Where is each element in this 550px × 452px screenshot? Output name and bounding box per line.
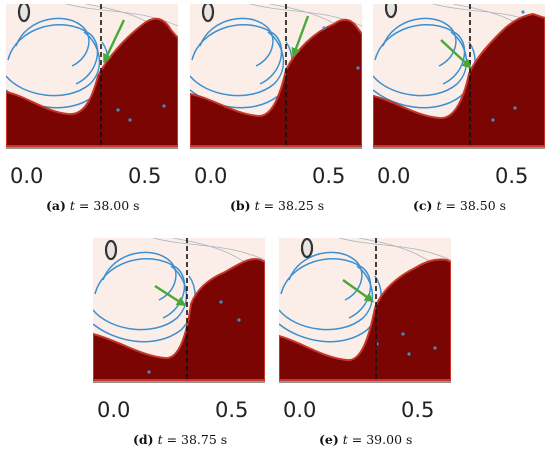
streamline xyxy=(15,17,90,67)
tick-0-5: 0.5 xyxy=(401,398,435,422)
caption-var: t xyxy=(69,198,75,213)
particle-dot xyxy=(356,66,360,70)
streamline xyxy=(191,24,283,85)
caption-var: t xyxy=(342,432,348,447)
particle-dot xyxy=(162,104,166,108)
particle-dot xyxy=(401,332,405,336)
particle-dot xyxy=(521,10,525,14)
tick-0-0: 0.0 xyxy=(10,164,44,188)
solid-region xyxy=(93,258,265,381)
panel-b: 0.0 0.5 (b) t = 38.25 s xyxy=(190,4,362,214)
streamline xyxy=(280,258,372,319)
caption-eq: = xyxy=(162,432,182,447)
particle-dot xyxy=(491,118,495,122)
caption-label: (c) xyxy=(413,198,433,213)
streamline xyxy=(373,41,476,109)
caption-a: (a) t = 38.00 s xyxy=(46,198,140,213)
particle-dot xyxy=(513,106,517,110)
streamline xyxy=(93,265,188,331)
particle-dot xyxy=(116,108,120,112)
tick-0-5: 0.5 xyxy=(215,398,249,422)
caption-label: (e) xyxy=(319,432,339,447)
streamline xyxy=(279,275,382,343)
panel-c: 0.0 0.5 (c) t = 38.50 s xyxy=(373,4,545,214)
streamline xyxy=(102,251,177,301)
caption-eq: = xyxy=(441,198,460,213)
particle-dot xyxy=(433,346,437,350)
tick-0-5: 0.5 xyxy=(495,164,529,188)
particle-dot xyxy=(237,318,241,322)
plot-a xyxy=(6,4,178,149)
vortex-marker xyxy=(104,239,118,261)
particle-dot xyxy=(147,370,151,374)
caption-d: (d) t = 38.75 s xyxy=(133,432,228,447)
caption-var: t xyxy=(436,198,442,213)
streamline xyxy=(199,17,274,67)
plot-e xyxy=(279,238,451,383)
panel-a: 0.0 0.5 (a) t = 38.00 s xyxy=(6,4,178,214)
caption-label: (a) xyxy=(46,198,66,213)
solid-region xyxy=(279,258,451,381)
panel-e: 0.0 0.5 (e) t = 39.00 s xyxy=(279,238,451,448)
caption-label: (b) xyxy=(230,198,251,213)
caption-var: t xyxy=(157,432,163,447)
vortex-marker xyxy=(17,4,31,23)
caption-eq: = xyxy=(74,198,94,213)
plot-b xyxy=(190,4,362,149)
pointer-arrow xyxy=(291,15,310,58)
caption-value: 38.00 s xyxy=(93,198,140,213)
caption-value: 39.00 s xyxy=(366,432,413,447)
vortex-marker xyxy=(300,238,314,259)
pointer-arrow xyxy=(342,279,375,303)
particle-dot xyxy=(219,300,223,304)
caption-eq: = xyxy=(259,198,279,213)
tick-0-5: 0.5 xyxy=(312,164,346,188)
streamline xyxy=(373,31,468,97)
plot-d xyxy=(93,238,265,383)
particle-dot xyxy=(128,118,132,122)
streamline xyxy=(374,24,466,85)
streamline xyxy=(6,31,101,97)
pointer-arrow xyxy=(154,284,187,307)
tick-0-5: 0.5 xyxy=(128,164,162,188)
solid-region xyxy=(190,18,362,147)
particle-dot xyxy=(322,26,326,30)
streamline xyxy=(279,265,374,331)
pointer-arrow xyxy=(103,19,126,64)
tick-0-0: 0.0 xyxy=(283,398,317,422)
caption-b: (b) t = 38.25 s xyxy=(230,198,325,213)
caption-e: (e) t = 39.00 s xyxy=(319,432,413,447)
caption-label: (d) xyxy=(133,432,154,447)
caption-c: (c) t = 38.50 s xyxy=(413,198,507,213)
caption-eq: = xyxy=(347,432,367,447)
vortex-marker xyxy=(384,4,398,19)
vortex-marker xyxy=(201,4,215,23)
plot-c xyxy=(373,4,545,149)
tick-0-0: 0.0 xyxy=(377,164,411,188)
panel-d: 0.0 0.5 (d) t = 38.75 s xyxy=(93,238,265,448)
tick-0-0: 0.0 xyxy=(97,398,131,422)
caption-var: t xyxy=(254,198,260,213)
caption-value: 38.50 s xyxy=(459,198,507,213)
streamline xyxy=(190,31,285,97)
tick-0-0: 0.0 xyxy=(194,164,228,188)
caption-value: 38.25 s xyxy=(278,198,325,213)
particle-dot xyxy=(407,352,411,356)
streamline xyxy=(7,24,99,85)
pointer-arrow xyxy=(440,39,472,69)
streamline xyxy=(382,17,457,67)
streamline xyxy=(93,275,196,343)
caption-value: 38.75 s xyxy=(181,432,228,447)
